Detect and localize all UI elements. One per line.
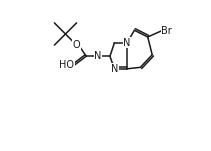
Text: O: O: [73, 40, 80, 50]
Text: Br: Br: [161, 26, 172, 36]
Text: N: N: [123, 38, 131, 48]
Text: N: N: [111, 64, 118, 74]
Text: HO: HO: [59, 60, 74, 70]
Text: N: N: [94, 51, 102, 61]
